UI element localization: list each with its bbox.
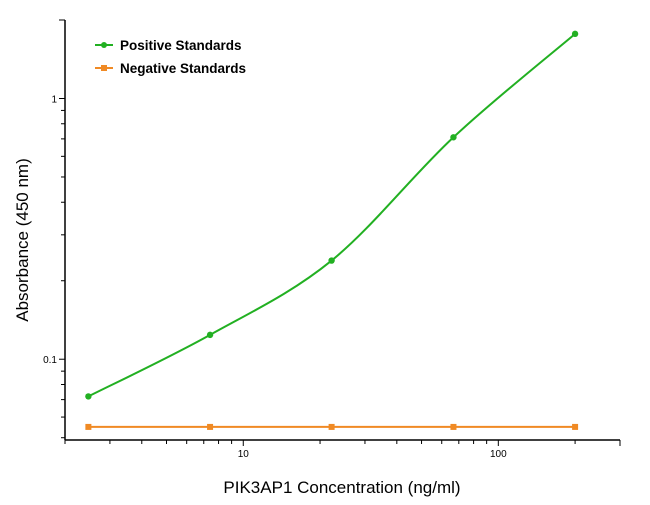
y-tick-label: 0.1: [43, 355, 57, 366]
legend-label: Positive Standards: [120, 38, 242, 53]
x-tick-label: 100: [490, 449, 507, 460]
data-point: [450, 423, 457, 430]
axes: 10 100 0.1 1: [43, 19, 621, 460]
data-point: [450, 134, 457, 141]
legend: Positive Standards Negative Standards: [95, 38, 246, 76]
data-point: [328, 257, 335, 264]
y-tick-label: 1: [51, 94, 57, 105]
series-line-0: [87, 33, 576, 398]
legend-marker: [101, 65, 107, 71]
y-axis-label: Absorbance (450 nm): [13, 158, 32, 321]
legend-marker: [101, 42, 107, 48]
data-point: [572, 423, 579, 430]
x-tick-label: 10: [238, 449, 250, 460]
data-point: [207, 423, 214, 430]
x-axis-label: PIK3AP1 Concentration (ng/ml): [223, 478, 460, 497]
data-point: [571, 30, 579, 38]
plot-area: [85, 30, 579, 430]
data-point: [206, 331, 214, 339]
legend-label: Negative Standards: [120, 61, 246, 76]
data-point: [328, 423, 335, 430]
data-point: [85, 393, 92, 400]
data-point: [85, 423, 92, 430]
